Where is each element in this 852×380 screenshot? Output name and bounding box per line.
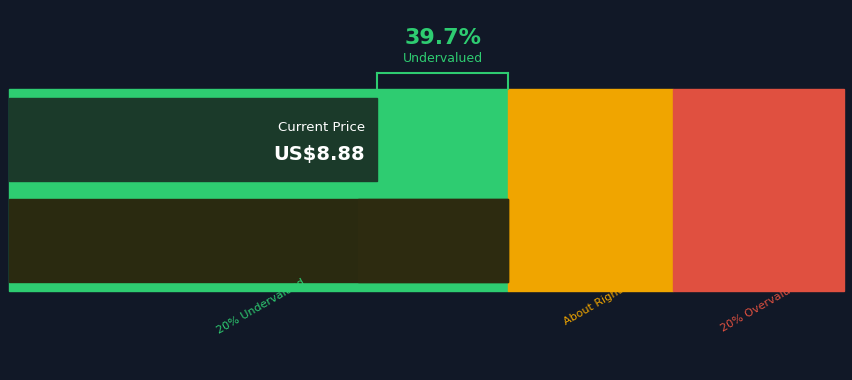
Text: US$14.74: US$14.74 <box>393 245 498 264</box>
Bar <box>9 98 377 181</box>
Bar <box>508 89 672 291</box>
Text: Fair Value: Fair Value <box>434 222 498 235</box>
Bar <box>9 89 508 291</box>
Bar <box>9 199 508 282</box>
Text: US$8.88: US$8.88 <box>273 145 364 164</box>
Bar <box>672 89 843 291</box>
Bar <box>358 199 508 282</box>
Text: Current Price: Current Price <box>277 121 364 134</box>
Text: About Right: About Right <box>561 285 624 327</box>
Text: 20% Undervalued: 20% Undervalued <box>215 277 307 335</box>
Text: 20% Overvalued: 20% Overvalued <box>717 279 803 334</box>
Text: 39.7%: 39.7% <box>404 28 481 48</box>
Text: Undervalued: Undervalued <box>402 52 482 65</box>
